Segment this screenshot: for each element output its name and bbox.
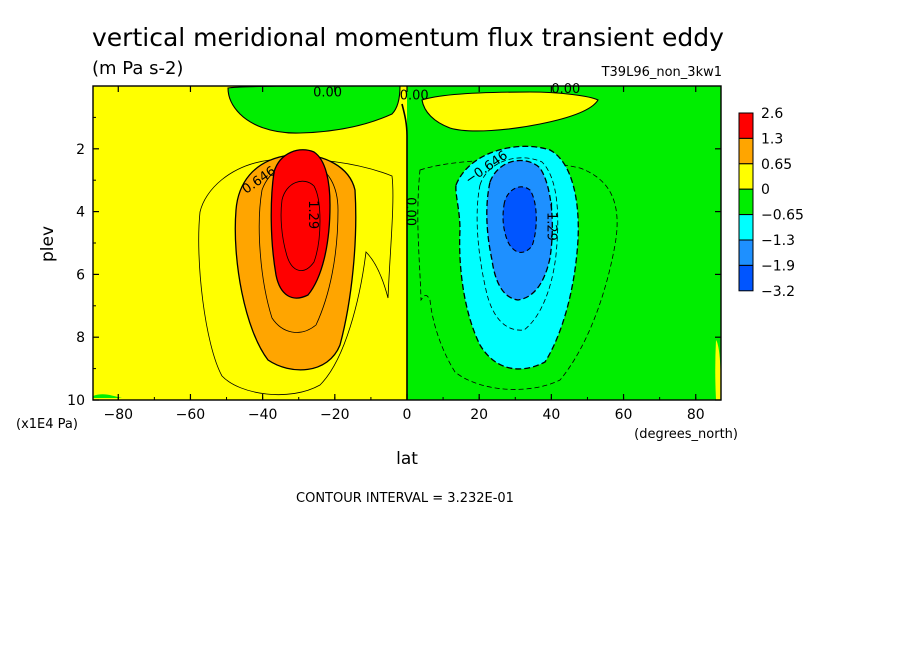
x-tick-label: 40 (542, 407, 560, 423)
x-tick-label: −40 (248, 407, 278, 423)
x-tick-label: 20 (470, 407, 488, 423)
colorbar-label: 1.3 (761, 131, 783, 147)
x-tick-label: −80 (103, 407, 133, 423)
contour-neg-1p61 (502, 186, 537, 253)
y-ticks: 2 4 6 8 10 (67, 116, 721, 409)
chart-title: vertical meridional momentum flux transi… (92, 23, 724, 52)
contour-label: 0.00 (400, 88, 429, 103)
colorbar-label: −1.9 (761, 258, 795, 274)
colorbar-swatch (738, 188, 754, 216)
contour-neg-0p97 (476, 157, 559, 331)
surface-sliver-north (715, 340, 721, 400)
colorbar-swatch (738, 264, 754, 292)
x-units-label: (degrees_north) (634, 427, 738, 442)
y-tick-label: 2 (76, 142, 85, 158)
contour-neg-0p32 (417, 159, 618, 390)
y-tick-label: 8 (76, 330, 85, 346)
colorbar-label: −0.65 (761, 208, 804, 224)
colorbar-label: 0.65 (761, 157, 792, 173)
colorbar-swatch (738, 112, 754, 139)
colorbar-swatch (738, 214, 754, 241)
colorbar-swatch (738, 163, 754, 190)
y-tick-label: 6 (76, 267, 85, 283)
contour-label: −1.29 (543, 201, 558, 241)
x-tick-label: 60 (615, 407, 633, 423)
zero-contour (401, 103, 408, 400)
contour-label: 0.00 (313, 85, 342, 100)
units-label: (m Pa s-2) (92, 58, 183, 79)
y-tick-label: 4 (76, 205, 85, 221)
colorbar-label: −3.2 (761, 284, 795, 300)
colorbar-swatch (738, 137, 754, 165)
contour-label: 1.29 (305, 200, 320, 229)
colorbar-label: 0 (761, 182, 770, 198)
y-tick-label: 10 (67, 393, 85, 409)
contour-label: 0.00 (403, 197, 418, 226)
run-label: T39L96_non_3kw1 (601, 65, 722, 80)
x-ticks: −80 −60 −40 −20 0 20 40 60 80 (103, 86, 705, 423)
x-tick-label: 80 (687, 407, 705, 423)
colorbar: 2.6 1.3 0.65 0 −0.65 −1.3 −1.9 −3.2 (738, 106, 804, 300)
upper-positive-region (421, 91, 599, 132)
y-axis-label: plev (38, 226, 58, 262)
colorbar-label: −1.3 (761, 233, 795, 249)
plot-area (93, 86, 721, 400)
colorbar-swatch (738, 239, 754, 266)
x-axis-label: lat (396, 449, 418, 469)
contour-interval-label: CONTOUR INTERVAL = 3.232E-01 (296, 491, 514, 506)
x-tick-label: −60 (176, 407, 206, 423)
y-units-label: (x1E4 Pa) (16, 417, 78, 432)
contour-pos-1p29 (270, 149, 331, 299)
colorbar-label: 2.6 (761, 106, 783, 122)
x-tick-label: 0 (403, 407, 412, 423)
surface-sliver-south (93, 394, 122, 398)
x-tick-label: −20 (320, 407, 350, 423)
contour-pos-1p61 (280, 180, 321, 271)
contour-label: 0.00 (551, 82, 580, 97)
